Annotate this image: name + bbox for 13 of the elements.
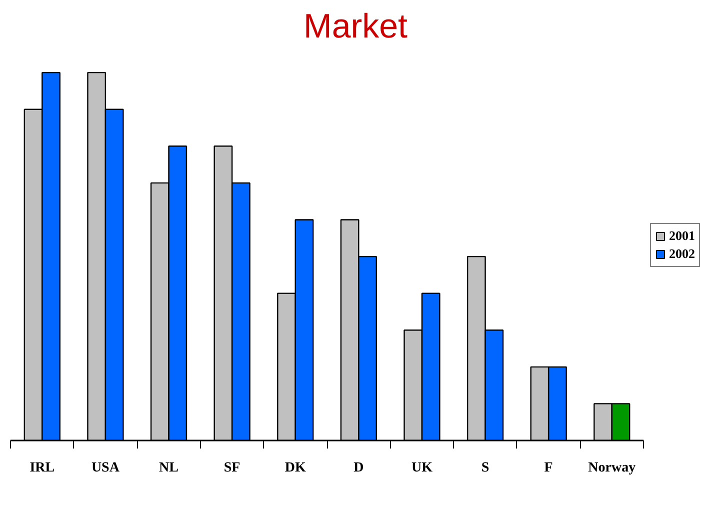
x-tick-label: Norway xyxy=(588,460,636,476)
x-tick-label: DK xyxy=(284,460,306,476)
x-tick-label: SF xyxy=(224,460,240,476)
x-tick-label: D xyxy=(354,460,364,476)
legend-label: 2002 xyxy=(669,246,695,262)
x-tick-label: USA xyxy=(91,460,120,476)
chart-title: Market xyxy=(304,8,408,46)
x-tick-label: NL xyxy=(159,460,178,476)
x-tick-label: S xyxy=(481,460,490,476)
x-tick-label: F xyxy=(544,460,553,476)
x-tick-label: UK xyxy=(411,460,433,476)
x-tick-label: IRL xyxy=(30,460,55,476)
legend-label: 2001 xyxy=(669,228,695,244)
